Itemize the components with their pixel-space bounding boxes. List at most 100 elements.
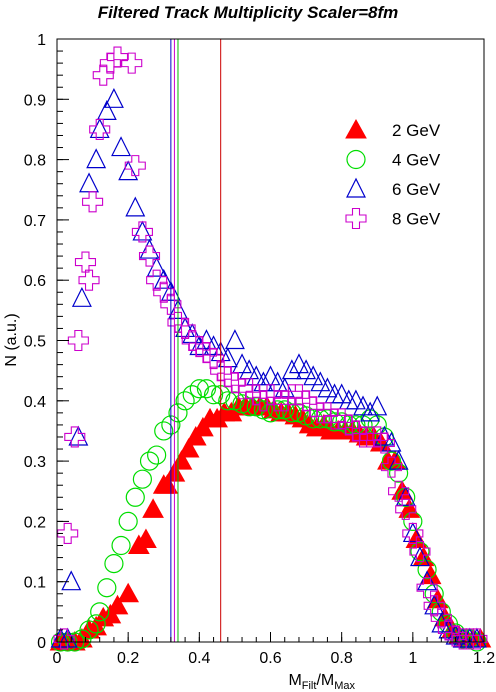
chart-title: Filtered Track Multiplicity Scaler=8fm [98, 3, 399, 22]
x-tick-label: 1.2 [473, 650, 495, 667]
data-point [124, 155, 146, 177]
data-point [125, 196, 146, 217]
data-point [118, 160, 139, 181]
data-point [82, 191, 104, 213]
x-tick-label: 1 [408, 650, 417, 667]
legend-label: 6 GeV [392, 180, 441, 199]
data-point [281, 359, 302, 380]
series-8-gev [53, 46, 488, 650]
data-point [232, 353, 253, 374]
data-point [218, 391, 238, 411]
data-point [360, 401, 381, 422]
y-tick-label: 0.6 [24, 273, 46, 290]
data-point [104, 554, 124, 574]
data-point [303, 365, 324, 386]
data-point [71, 286, 92, 307]
data-point [89, 118, 110, 139]
data-point [111, 136, 132, 157]
data-point [125, 487, 145, 507]
y-tick-label: 0.2 [24, 514, 46, 531]
data-point [117, 582, 140, 603]
data-point [154, 421, 174, 441]
legend-label: 8 GeV [392, 210, 441, 229]
data-point [90, 602, 110, 622]
legend: 2 GeV 4 GeV 6 GeV 8 GeV [345, 118, 441, 230]
legend-marker [345, 207, 367, 230]
data-point [317, 377, 338, 398]
data-point [97, 578, 117, 598]
data-point [106, 46, 129, 68]
data-point [121, 52, 143, 74]
data-point [182, 385, 202, 405]
legend-marker [346, 149, 366, 170]
data-point [331, 383, 352, 404]
y-tick-label: 0.7 [24, 213, 46, 230]
data-point [189, 335, 210, 356]
data-point [135, 528, 157, 548]
data-point [89, 118, 111, 140]
data-point [402, 522, 423, 543]
data-point [466, 628, 488, 650]
legend-label: 2 GeV [392, 121, 441, 140]
data-point [203, 385, 224, 405]
data-point [345, 389, 366, 410]
data-point [153, 268, 174, 289]
data-point [61, 570, 82, 591]
data-point [175, 391, 195, 411]
y-tick-label: 0 [37, 635, 46, 652]
data-point [86, 614, 106, 634]
data-point [430, 607, 452, 629]
y-tick-label: 0.1 [24, 575, 46, 592]
data-point [296, 359, 317, 380]
data-point [118, 511, 138, 532]
data-point [111, 535, 131, 556]
data-point [96, 100, 117, 120]
data-point [182, 323, 203, 344]
data-point [409, 546, 430, 567]
data-point [196, 379, 217, 399]
data-point [203, 348, 225, 370]
x-axis-label-main: M [288, 672, 301, 689]
data-point [189, 379, 209, 399]
x-tick-label: 0 [53, 650, 62, 667]
data-point [86, 148, 107, 169]
y-tick-label: 0.4 [24, 394, 46, 411]
data-point [147, 445, 167, 465]
data-point [170, 450, 193, 470]
data-point [380, 456, 403, 478]
x-axis-label-separator: /M [316, 672, 334, 689]
data-point [381, 431, 402, 452]
data-point [79, 620, 99, 640]
data-point [132, 469, 152, 489]
data-point [132, 220, 153, 241]
data-point [131, 221, 153, 243]
data-point [424, 594, 445, 615]
data-point [381, 451, 402, 471]
data-point [174, 317, 196, 339]
data-point [417, 570, 438, 591]
y-tick-label: 0.8 [24, 153, 46, 170]
data-point [106, 594, 129, 615]
x-tick-label: 0.8 [331, 650, 353, 667]
data-point [64, 426, 86, 448]
data-point [274, 390, 296, 412]
data-point [252, 390, 274, 412]
data-point [99, 52, 121, 74]
reference-lines [170, 39, 222, 642]
data-point [423, 595, 445, 617]
data-point [156, 474, 179, 494]
data-point [388, 449, 409, 470]
data-point [367, 395, 388, 416]
data-point [78, 269, 100, 291]
y-tick-label: 0.9 [24, 92, 46, 109]
data-point [431, 612, 452, 633]
data-point [146, 269, 168, 291]
data-point [139, 451, 160, 471]
legend-marker [346, 177, 366, 198]
data-point [67, 329, 89, 352]
x-axis-label-sub-max: Max [334, 680, 355, 692]
data-point [268, 400, 288, 420]
data-point [103, 87, 124, 108]
y-tick-label: 0.5 [24, 334, 46, 351]
data-point [177, 438, 200, 458]
